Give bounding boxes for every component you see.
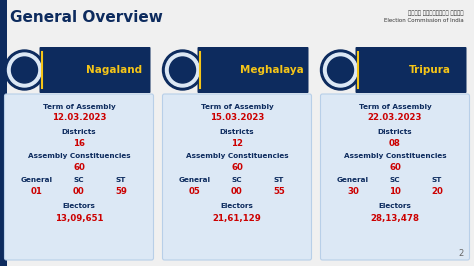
Text: ST: ST xyxy=(274,177,284,183)
Text: ST: ST xyxy=(116,177,126,183)
Circle shape xyxy=(11,57,37,83)
Circle shape xyxy=(8,53,42,87)
Text: 28,13,478: 28,13,478 xyxy=(371,214,419,222)
Circle shape xyxy=(170,57,195,83)
Circle shape xyxy=(323,53,357,87)
Text: 55: 55 xyxy=(273,186,285,196)
Text: SC: SC xyxy=(390,177,401,183)
Circle shape xyxy=(320,50,361,90)
Text: Nagaland: Nagaland xyxy=(86,65,142,75)
Text: 05: 05 xyxy=(189,186,201,196)
Text: 12.03.2023: 12.03.2023 xyxy=(52,114,106,123)
Text: Electors: Electors xyxy=(63,203,95,209)
Text: Term of Assembly: Term of Assembly xyxy=(359,104,431,110)
Text: भारत निर्वाचन आयोग: भारत निर्वाचन आयोग xyxy=(409,10,464,16)
FancyBboxPatch shape xyxy=(0,0,7,266)
Text: 2: 2 xyxy=(459,249,464,258)
FancyBboxPatch shape xyxy=(320,94,470,260)
Text: 30: 30 xyxy=(347,186,359,196)
Text: Electors: Electors xyxy=(220,203,254,209)
Text: 12: 12 xyxy=(231,139,243,148)
Text: General: General xyxy=(21,177,53,183)
Circle shape xyxy=(163,50,202,90)
Text: 20: 20 xyxy=(431,186,443,196)
Text: 10: 10 xyxy=(389,186,401,196)
Text: 60: 60 xyxy=(73,163,85,172)
Text: Election Commission of India: Election Commission of India xyxy=(384,18,464,23)
Text: General: General xyxy=(337,177,369,183)
Text: 16: 16 xyxy=(73,139,85,148)
Text: Districts: Districts xyxy=(62,129,96,135)
Circle shape xyxy=(4,50,45,90)
Text: SC: SC xyxy=(232,177,242,183)
FancyBboxPatch shape xyxy=(356,47,466,93)
Text: Assembly Constituencies: Assembly Constituencies xyxy=(344,153,447,159)
Text: 01: 01 xyxy=(31,186,43,196)
Text: Assembly Constituencies: Assembly Constituencies xyxy=(186,153,288,159)
Text: 00: 00 xyxy=(231,186,243,196)
Circle shape xyxy=(328,57,354,83)
Text: 00: 00 xyxy=(73,186,85,196)
Circle shape xyxy=(165,53,200,87)
FancyBboxPatch shape xyxy=(39,47,151,93)
Text: 59: 59 xyxy=(115,186,127,196)
Text: Districts: Districts xyxy=(219,129,255,135)
Text: SC: SC xyxy=(73,177,84,183)
Text: Assembly Constituencies: Assembly Constituencies xyxy=(27,153,130,159)
Text: Tripura: Tripura xyxy=(409,65,451,75)
FancyBboxPatch shape xyxy=(4,94,154,260)
Text: Term of Assembly: Term of Assembly xyxy=(43,104,115,110)
Text: 13,09,651: 13,09,651 xyxy=(55,214,103,222)
Text: Term of Assembly: Term of Assembly xyxy=(201,104,273,110)
Text: Districts: Districts xyxy=(378,129,412,135)
Text: General Overview: General Overview xyxy=(10,10,163,26)
Text: 15.03.2023: 15.03.2023 xyxy=(210,114,264,123)
Text: General: General xyxy=(179,177,211,183)
Text: Electors: Electors xyxy=(379,203,411,209)
Text: 08: 08 xyxy=(389,139,401,148)
Text: ST: ST xyxy=(432,177,442,183)
Text: 60: 60 xyxy=(389,163,401,172)
FancyBboxPatch shape xyxy=(163,94,311,260)
FancyBboxPatch shape xyxy=(198,47,309,93)
Text: 21,61,129: 21,61,129 xyxy=(213,214,261,222)
Text: 60: 60 xyxy=(231,163,243,172)
Text: Meghalaya: Meghalaya xyxy=(240,65,304,75)
Text: 22.03.2023: 22.03.2023 xyxy=(368,114,422,123)
